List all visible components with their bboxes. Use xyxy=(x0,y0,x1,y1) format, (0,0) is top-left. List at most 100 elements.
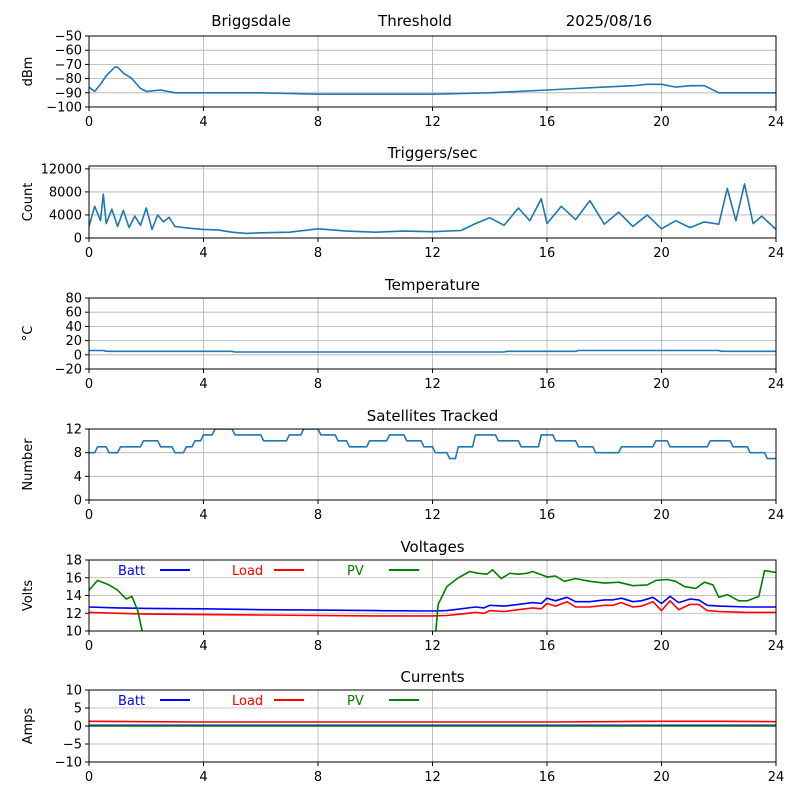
chart-currents: 0 4 8 12 16 20 24 −10 −5 0 5 10 Currents Amps Batt Load… xyxy=(21,668,784,785)
legend-label-batt: Batt xyxy=(118,564,145,579)
x-tick-label: 0 xyxy=(85,246,93,261)
x-tick-label: 20 xyxy=(653,115,670,130)
x-tick-label: 16 xyxy=(539,770,556,785)
y-axis-label: Count xyxy=(21,183,36,222)
x-tick-label: 4 xyxy=(199,115,207,130)
series-line-triggers xyxy=(89,183,776,235)
chart-title: Triggers/sec xyxy=(387,144,478,162)
x-tick-label: 8 xyxy=(314,770,322,785)
y-tick-label: 12 xyxy=(65,607,82,622)
x-tick-label: 0 xyxy=(85,115,93,130)
x-tick-label: 16 xyxy=(539,639,556,654)
header-date: 2025/08/16 xyxy=(566,12,652,30)
x-tick-label: 12 xyxy=(424,639,441,654)
x-tick-label: 16 xyxy=(539,508,556,523)
legend-label-pv: PV xyxy=(347,564,364,579)
y-tick-label: 0 xyxy=(74,232,82,247)
x-tick-label: 24 xyxy=(768,115,785,130)
x-tick-label: 12 xyxy=(424,770,441,785)
y-tick-label: −60 xyxy=(55,44,82,59)
series-line-satellites xyxy=(89,429,776,460)
x-tick-label: 0 xyxy=(85,770,93,785)
chart-threshold: 0 4 8 12 16 20 24 −100−90−80−70−60−50 dBm xyxy=(21,30,784,131)
header-mode: Threshold xyxy=(377,12,452,30)
y-tick-label: 0 xyxy=(74,494,82,509)
chart-title: Satellites Tracked xyxy=(367,407,498,425)
y-tick-label: −20 xyxy=(55,363,82,378)
x-tick-label: 20 xyxy=(653,770,670,785)
y-tick-label: −90 xyxy=(55,86,82,101)
x-tick-label: 24 xyxy=(768,246,785,261)
y-tick-label: −80 xyxy=(55,72,82,87)
y-axis-label: °C xyxy=(21,326,36,342)
x-tick-label: 20 xyxy=(653,246,670,261)
x-tick-label: 24 xyxy=(768,377,785,392)
y-tick-label: 8000 xyxy=(49,185,82,200)
x-tick-label: 8 xyxy=(314,246,322,261)
y-tick-label: 12000 xyxy=(41,162,82,177)
x-tick-label: 4 xyxy=(199,508,207,523)
y-axis-label: Amps xyxy=(21,707,36,744)
y-tick-label: 10 xyxy=(65,684,82,699)
y-axis-label: Volts xyxy=(21,580,36,612)
x-tick-label: 20 xyxy=(653,639,670,654)
x-tick-label: 0 xyxy=(85,508,93,523)
x-tick-label: 12 xyxy=(424,115,441,130)
y-tick-label: 16 xyxy=(65,571,82,586)
x-tick-label: 8 xyxy=(314,115,322,130)
series-line-load xyxy=(89,720,776,723)
x-tick-label: 12 xyxy=(424,508,441,523)
header-station: Briggsdale xyxy=(211,12,291,30)
chart-title: Voltages xyxy=(400,538,464,556)
series-line-temperature xyxy=(89,349,776,353)
series-line-load xyxy=(89,599,776,617)
x-tick-label: 20 xyxy=(653,508,670,523)
x-tick-label: 4 xyxy=(199,377,207,392)
x-tick-label: 0 xyxy=(85,377,93,392)
y-tick-label: 40 xyxy=(65,320,82,335)
y-tick-label: −5 xyxy=(63,738,82,753)
x-tick-label: 16 xyxy=(539,377,556,392)
series-line-pv xyxy=(89,568,776,631)
x-tick-label: 24 xyxy=(768,508,785,523)
y-tick-label: 14 xyxy=(65,589,82,604)
y-tick-label: 0 xyxy=(74,348,82,363)
y-tick-label: −100 xyxy=(46,101,82,116)
legend-label-load: Load xyxy=(232,694,263,709)
chart-title: Temperature xyxy=(384,276,480,294)
x-tick-label: 20 xyxy=(653,377,670,392)
legend-label-pv: PV xyxy=(347,694,364,709)
y-tick-label: 10 xyxy=(65,625,82,640)
x-tick-label: 12 xyxy=(424,246,441,261)
y-tick-label: 4000 xyxy=(49,208,82,223)
chart-satellites: 0 4 8 12 16 20 24 0 4 8 12 Satellites Tracked Number xyxy=(21,407,784,523)
chart-triggers: 0 4 8 12 16 20 24 0 4000 8000 12000 Triggers/sec Cou… xyxy=(21,144,784,261)
y-axis-label: Number xyxy=(21,438,36,491)
x-tick-label: 12 xyxy=(424,377,441,392)
x-tick-label: 4 xyxy=(199,246,207,261)
y-tick-label: 4 xyxy=(74,470,82,485)
x-tick-label: 24 xyxy=(768,770,785,785)
legend-label-batt: Batt xyxy=(118,694,145,709)
x-tick-label: 4 xyxy=(199,639,207,654)
y-tick-label: 18 xyxy=(65,554,82,569)
x-tick-label: 4 xyxy=(199,770,207,785)
series-line-threshold xyxy=(89,66,776,95)
y-tick-label: −50 xyxy=(55,30,82,45)
x-tick-label: 8 xyxy=(314,639,322,654)
y-tick-label: 80 xyxy=(65,292,82,307)
y-tick-label: 5 xyxy=(74,702,82,717)
x-tick-label: 16 xyxy=(539,246,556,261)
chart-voltages: 0 4 8 12 16 20 24 10 12 14 16 18 Voltages Volts Batt Lo… xyxy=(21,538,784,654)
x-tick-label: 16 xyxy=(539,115,556,130)
y-tick-label: 12 xyxy=(65,423,82,438)
legend-label-load: Load xyxy=(232,564,263,579)
x-tick-label: 24 xyxy=(768,639,785,654)
y-tick-label: 0 xyxy=(74,720,82,735)
x-tick-label: 0 xyxy=(85,639,93,654)
y-tick-label: −70 xyxy=(55,58,82,73)
x-tick-label: 8 xyxy=(314,377,322,392)
